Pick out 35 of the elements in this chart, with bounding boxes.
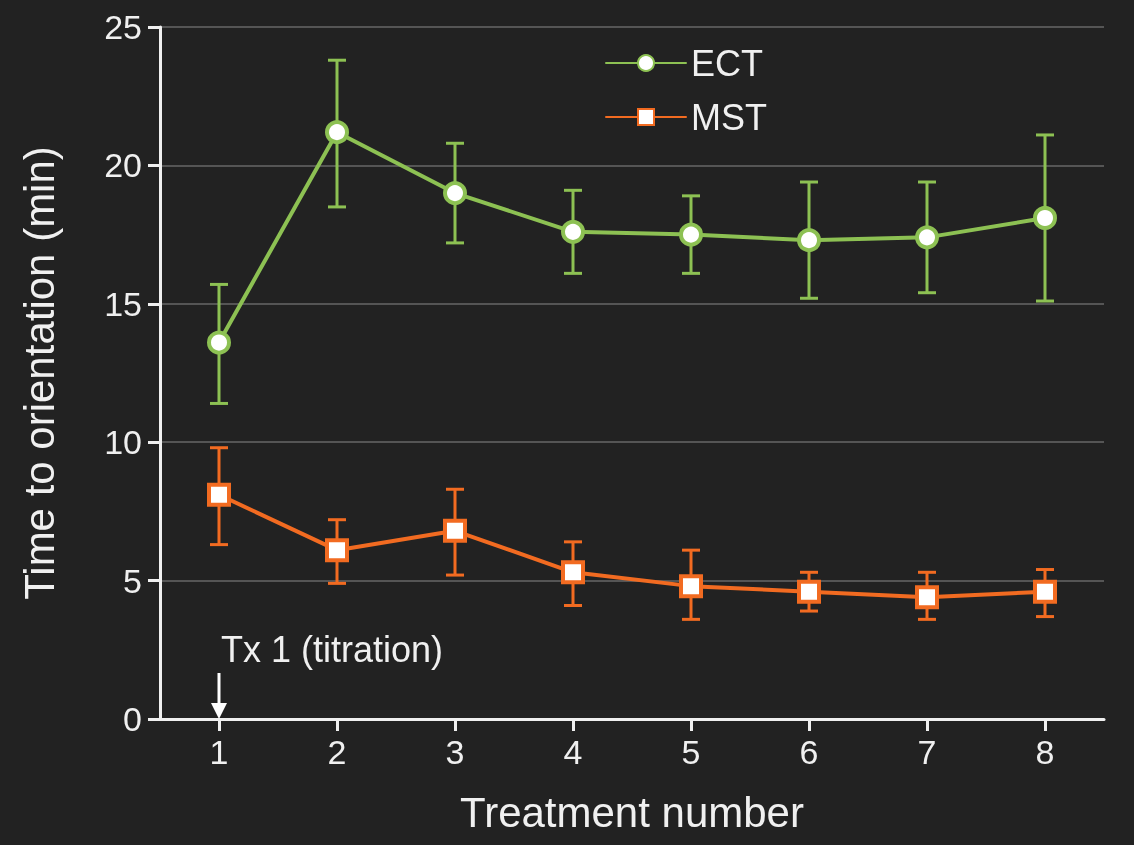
x-tick-label: 2	[327, 733, 347, 771]
point	[915, 225, 939, 250]
x-tick-label: 8	[1035, 733, 1055, 771]
y-tick-label: 0	[123, 700, 142, 738]
point	[207, 482, 231, 507]
y-tick-label: 15	[104, 284, 142, 323]
point	[443, 518, 467, 543]
point	[797, 228, 821, 253]
point	[1033, 579, 1057, 604]
x-tick-label: 4	[563, 733, 583, 771]
y-axis-title: Time to orientation (min)	[15, 146, 63, 600]
legend-label: ECT	[691, 42, 764, 84]
point	[443, 181, 467, 206]
point	[207, 330, 231, 355]
x-tick-label: 3	[445, 733, 465, 771]
y-tick-label: 5	[123, 561, 142, 600]
y-tick-label: 25	[104, 8, 142, 46]
point	[915, 585, 939, 610]
x-axis-title: Treatment number	[460, 788, 804, 836]
point	[561, 219, 585, 244]
point	[561, 560, 585, 585]
point	[797, 579, 821, 604]
x-tick-label: 6	[799, 733, 819, 771]
y-tick-label: 20	[104, 146, 142, 185]
x-tick-label: 1	[209, 733, 229, 771]
x-tick-label: 5	[681, 733, 701, 771]
legend-label: MST	[691, 96, 767, 138]
y-tick-label: 10	[104, 423, 142, 462]
point	[1033, 206, 1057, 230]
point	[325, 538, 349, 563]
annotation: Tx 1 (titration)	[220, 629, 444, 671]
x-tick-label: 7	[917, 733, 937, 771]
point	[325, 120, 349, 145]
point	[679, 574, 703, 599]
point	[679, 222, 703, 247]
